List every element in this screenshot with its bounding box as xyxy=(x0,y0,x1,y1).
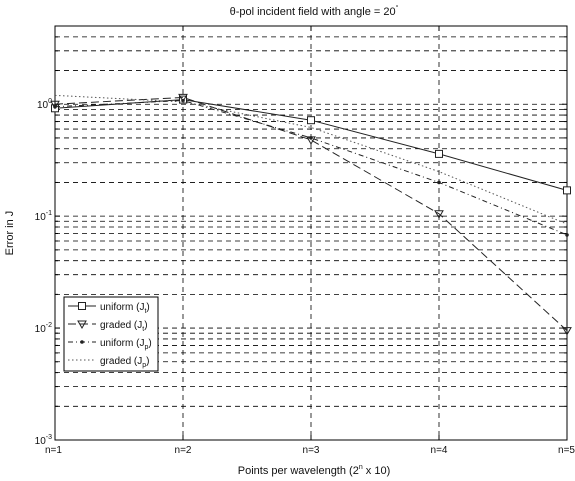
data-point xyxy=(437,180,441,185)
data-point xyxy=(434,210,444,219)
data-point xyxy=(309,136,313,140)
series-3 xyxy=(53,98,569,237)
data-point xyxy=(565,233,569,237)
data-point xyxy=(435,149,443,158)
series-line xyxy=(54,99,568,236)
legend-label: graded (Jp) xyxy=(100,356,150,369)
x-tick-label: n=1 xyxy=(45,445,62,456)
data-point xyxy=(178,93,188,103)
x-tick-label: n=3 xyxy=(303,445,320,456)
legend-entry: uniform (Jp) xyxy=(68,338,152,351)
data-point xyxy=(50,100,60,110)
grid-lines xyxy=(55,25,567,441)
legend: uniform (Jt) graded (Jt) uniform (Jp) grade… xyxy=(63,296,159,372)
x-tick-label: n=2 xyxy=(175,445,192,456)
y-tick-label: 10-3 xyxy=(35,434,52,447)
legend-marker xyxy=(78,302,86,310)
series-4 xyxy=(54,94,568,225)
axis-ticks: n=1 n=2 n=3 n=4 n=5 10-3 10-2 10-1 100 xyxy=(35,25,575,456)
series-line xyxy=(54,94,568,225)
series-line xyxy=(54,96,568,331)
legend-marker xyxy=(80,340,84,344)
data-point xyxy=(307,116,315,125)
y-tick-label: 10-2 xyxy=(35,322,52,335)
y-axis-label: Error in J xyxy=(4,211,16,256)
legend-marker xyxy=(77,320,87,330)
legend-label: uniform (Jt) xyxy=(100,302,150,315)
legend-entry: graded (Jp) xyxy=(68,356,150,369)
x-axis-label: Points per wavelength (2n x 10) xyxy=(238,464,391,477)
x-tick-label: n=4 xyxy=(431,445,448,456)
x-tick-label: n=5 xyxy=(558,445,575,456)
series-group xyxy=(50,93,572,336)
legend-entry: uniform (Jt) xyxy=(68,302,150,315)
y-tick-label: 100 xyxy=(37,98,52,111)
legend-label: graded (Jt) xyxy=(100,320,148,333)
y-tick-label: 10-1 xyxy=(35,210,52,223)
data-point xyxy=(563,186,571,195)
legend-entry: graded (Jt) xyxy=(68,320,148,333)
data-point xyxy=(181,98,185,103)
data-point xyxy=(562,327,572,336)
data-point xyxy=(53,104,57,109)
legend-label: uniform (Jp) xyxy=(100,338,152,351)
chart-title: θ-pol incident field with angle = 20° xyxy=(230,4,399,18)
